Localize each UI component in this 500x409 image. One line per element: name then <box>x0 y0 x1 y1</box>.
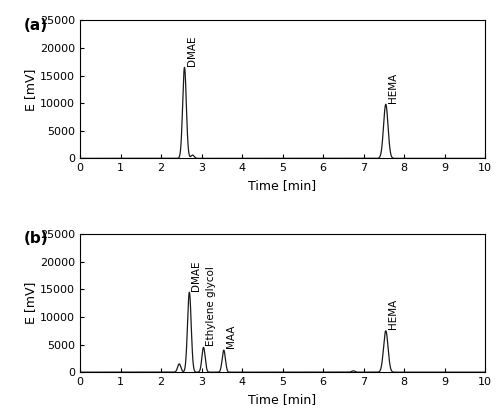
Text: (a): (a) <box>24 18 48 33</box>
Text: HEMA: HEMA <box>388 72 398 103</box>
Y-axis label: E [mV]: E [mV] <box>24 282 37 324</box>
X-axis label: Time [min]: Time [min] <box>248 393 316 406</box>
Y-axis label: E [mV]: E [mV] <box>24 68 37 110</box>
X-axis label: Time [min]: Time [min] <box>248 179 316 192</box>
Text: MAA: MAA <box>226 325 236 348</box>
Text: Ethylene glycol: Ethylene glycol <box>206 266 216 346</box>
Text: (b): (b) <box>24 231 48 247</box>
Text: DMAE: DMAE <box>186 35 196 66</box>
Text: HEMA: HEMA <box>388 299 398 329</box>
Text: DMAE: DMAE <box>192 260 202 290</box>
